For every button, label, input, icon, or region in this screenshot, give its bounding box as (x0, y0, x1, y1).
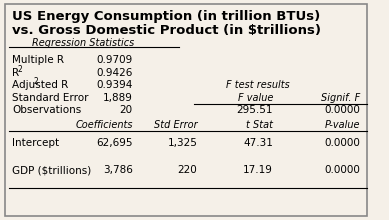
Text: 0.9709: 0.9709 (96, 55, 133, 65)
Text: 0.9426: 0.9426 (96, 68, 133, 78)
Text: 3,786: 3,786 (103, 165, 133, 175)
Text: R: R (12, 68, 19, 78)
Text: Signif. F: Signif. F (321, 93, 360, 103)
Text: US Energy Consumption (in trillion BTUs): US Energy Consumption (in trillion BTUs) (12, 10, 321, 23)
Text: Adjusted R: Adjusted R (12, 80, 69, 90)
Text: t Stat: t Stat (246, 120, 273, 130)
Text: P-value: P-value (324, 120, 360, 130)
Text: Coefficients: Coefficients (75, 120, 133, 130)
Text: vs. Gross Domestic Product (in $trillions): vs. Gross Domestic Product (in $trillion… (12, 24, 321, 37)
Text: Intercept: Intercept (12, 138, 60, 148)
Text: Multiple R: Multiple R (12, 55, 65, 65)
Text: 47.31: 47.31 (243, 138, 273, 148)
Text: 1,325: 1,325 (167, 138, 197, 148)
Text: 0.0000: 0.0000 (324, 165, 360, 175)
Text: Standard Error: Standard Error (12, 93, 89, 103)
Text: Observations: Observations (12, 105, 82, 115)
Text: 20: 20 (119, 105, 133, 115)
Text: 220: 220 (177, 165, 197, 175)
Text: GDP ($trillions): GDP ($trillions) (12, 165, 92, 175)
Text: Std Error: Std Error (154, 120, 197, 130)
Text: 1,889: 1,889 (103, 93, 133, 103)
Text: 2: 2 (34, 77, 39, 86)
Text: 17.19: 17.19 (243, 165, 273, 175)
Text: 0.9394: 0.9394 (96, 80, 133, 90)
Text: F test results: F test results (226, 80, 290, 90)
FancyBboxPatch shape (5, 4, 367, 216)
Text: 0.0000: 0.0000 (324, 105, 360, 115)
Text: 0.0000: 0.0000 (324, 138, 360, 148)
Text: F value: F value (238, 93, 273, 103)
Text: 295.51: 295.51 (237, 105, 273, 115)
Text: 2: 2 (17, 65, 22, 74)
Text: 62,695: 62,695 (96, 138, 133, 148)
Text: Regression Statistics: Regression Statistics (32, 38, 134, 48)
